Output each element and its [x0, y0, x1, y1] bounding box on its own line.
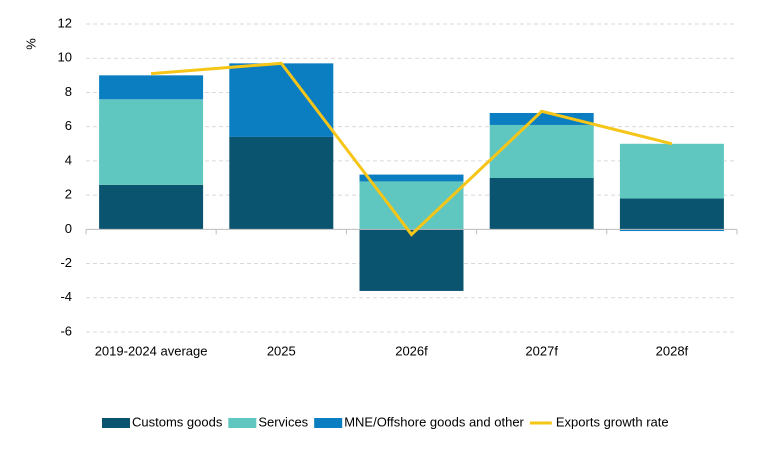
legend-label: Services [258, 414, 308, 429]
x-tick-label: 2026f [395, 343, 428, 358]
x-tick-label: 2019-2024 average [95, 343, 208, 358]
legend-swatch [228, 418, 257, 428]
bar-segment [619, 229, 724, 232]
x-tick-label: 2028f [656, 343, 689, 358]
y-tick-label: 6 [65, 118, 72, 133]
legend-label: MNE/Offshore goods and other [344, 414, 524, 429]
y-tick-label: 4 [65, 152, 72, 167]
y-tick-label: -2 [60, 255, 72, 270]
y-tick-label: 8 [65, 84, 72, 99]
legend-label: Customs goods [132, 414, 223, 429]
line [150, 61, 673, 237]
y-tick-label: -6 [60, 323, 72, 338]
y-tick-label: 12 [58, 15, 72, 30]
y-axis-label: % [23, 38, 38, 50]
bar-segment [99, 75, 204, 100]
bar-segment [359, 229, 464, 291]
legend-swatch [314, 418, 343, 428]
bar-segment [619, 143, 724, 199]
y-tick-label: -4 [60, 289, 72, 304]
bar-segment [489, 124, 594, 178]
bar-segment [229, 136, 334, 230]
bar-segment [489, 112, 594, 125]
bar-segment [99, 99, 204, 185]
bar-segment [359, 174, 464, 182]
bar-segment [619, 198, 724, 230]
legend-label: Exports growth rate [556, 414, 669, 429]
y-tick-label: 0 [65, 221, 72, 236]
bar-segment [489, 178, 594, 230]
x-tick-label: 2027f [525, 343, 558, 358]
y-tick-label: 2 [65, 187, 72, 202]
x-tick-label: 2025 [267, 343, 296, 358]
y-tick-label: 10 [58, 50, 72, 65]
bar-segment [99, 184, 204, 230]
legend-swatch [102, 418, 130, 428]
bar-segment [229, 63, 334, 137]
